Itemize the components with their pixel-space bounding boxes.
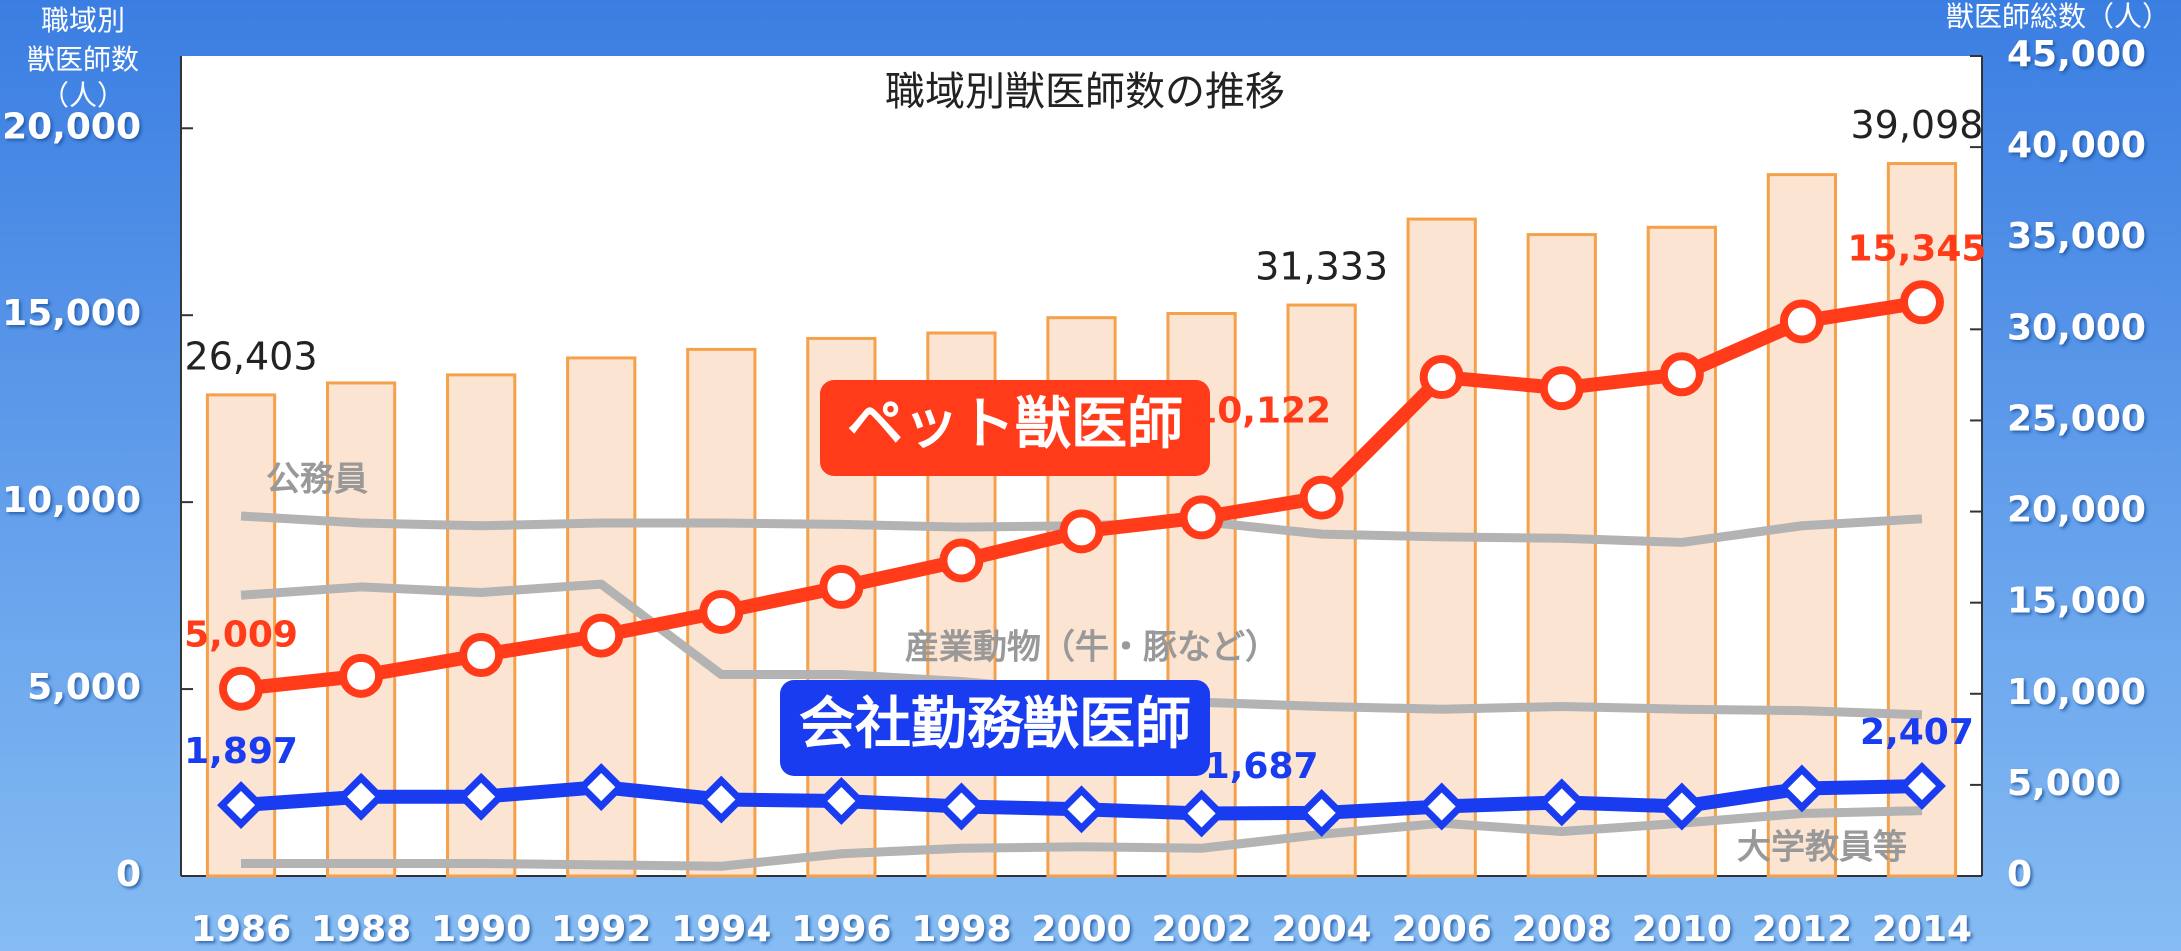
x-tick-label: 1986: [191, 909, 291, 950]
y-tick-label: 10,000: [2, 480, 141, 521]
bar: [1286, 303, 1357, 878]
y2-tick-label: 45,000: [2007, 34, 2146, 75]
chart-title: 職域別獣医師数の推移: [885, 69, 1285, 115]
marker: [1898, 762, 1946, 810]
y-tick-label: 5,000: [27, 667, 141, 708]
x-tick-label: 1988: [311, 909, 411, 950]
bar-value-label: 26,403: [185, 334, 318, 378]
y2-tick-label: 10,000: [2007, 672, 2146, 713]
marker: [1057, 785, 1106, 834]
y-axis-label: 獣医師数: [27, 43, 139, 76]
marker: [1899, 280, 1944, 325]
value-label: 1,897: [184, 731, 298, 772]
x-tick-label: 2014: [1872, 909, 1972, 950]
x-tick-label: 2008: [1512, 909, 1612, 950]
series-label: 産業動物（牛・豚など）: [905, 628, 1279, 668]
marker: [219, 666, 264, 711]
x-tick-label: 1990: [431, 909, 531, 950]
series-label: 公務員: [266, 460, 368, 500]
marker: [339, 653, 384, 698]
x-tick-label: 2002: [1151, 909, 1251, 950]
bar: [1646, 225, 1717, 878]
marker: [1417, 782, 1466, 831]
marker: [939, 538, 984, 583]
y2-tick-label: 20,000: [2007, 490, 2146, 531]
series-label: 会社勤務獣医師: [799, 692, 1191, 757]
y-axis-label: 職域別: [41, 4, 125, 37]
y2-tick-label: 30,000: [2007, 307, 2146, 348]
marker: [1777, 764, 1826, 813]
x-tick-label: 1996: [791, 909, 891, 950]
series-label-box: [820, 380, 1210, 476]
marker: [1779, 299, 1824, 344]
bar: [1406, 217, 1477, 878]
x-tick-label: 2012: [1752, 909, 1852, 950]
marker: [937, 782, 986, 831]
marker: [1419, 355, 1464, 400]
marker: [459, 633, 504, 678]
y2-tick-label: 0: [2007, 854, 2032, 895]
y-tick-label: 0: [116, 854, 141, 895]
marker: [1539, 366, 1584, 411]
y2-tick-label: 15,000: [2007, 581, 2146, 622]
marker: [457, 772, 506, 821]
y-tick-label: 20,000: [2, 106, 141, 147]
x-tick-label: 2000: [1031, 909, 1131, 950]
series-label: ペット獣医師: [847, 392, 1183, 457]
marker: [1537, 778, 1586, 827]
value-label: 10,122: [1192, 391, 1331, 432]
x-tick-label: 2010: [1632, 909, 1732, 950]
marker: [1177, 789, 1226, 838]
line: [241, 806, 1923, 871]
marker: [819, 564, 864, 609]
y-axis-label: （人）: [41, 79, 125, 112]
series-label: 大学教員等: [1737, 828, 1907, 868]
marker: [579, 613, 624, 658]
y2-tick-label: 40,000: [2007, 125, 2146, 166]
marker: [1657, 782, 1706, 831]
y2-tick-label: 25,000: [2007, 398, 2146, 439]
value-label: 2,407: [1860, 712, 1974, 753]
x-tick-label: 1998: [911, 909, 1011, 950]
marker: [1299, 475, 1344, 520]
marker: [1059, 509, 1104, 554]
y-tick-label: 15,000: [2, 293, 141, 334]
marker: [337, 772, 386, 821]
marker: [699, 589, 744, 634]
bar-value-label: 39,098: [1850, 103, 1983, 147]
y2-tick-label: 5,000: [2007, 763, 2121, 804]
marker: [577, 763, 626, 812]
x-tick-label: 1994: [671, 909, 771, 950]
marker: [697, 775, 746, 824]
marker: [217, 781, 265, 830]
bar: [1526, 233, 1597, 878]
marker: [1297, 788, 1346, 837]
value-label: 15,345: [1848, 228, 1987, 269]
marker: [1179, 495, 1224, 540]
y2-tick-label: 35,000: [2007, 216, 2146, 257]
series-label-box: [780, 680, 1210, 776]
x-tick-label: 2006: [1392, 909, 1492, 950]
bar-value-label: 31,333: [1255, 245, 1388, 289]
x-tick-label: 2004: [1272, 909, 1372, 950]
marker: [817, 777, 866, 825]
value-label: 1,687: [1205, 746, 1319, 787]
x-tick-label: 1992: [551, 909, 651, 950]
y2-axis-label: 獣医師総数（人）: [1946, 0, 2170, 33]
value-label: 5,009: [184, 615, 298, 656]
marker: [1659, 352, 1704, 397]
